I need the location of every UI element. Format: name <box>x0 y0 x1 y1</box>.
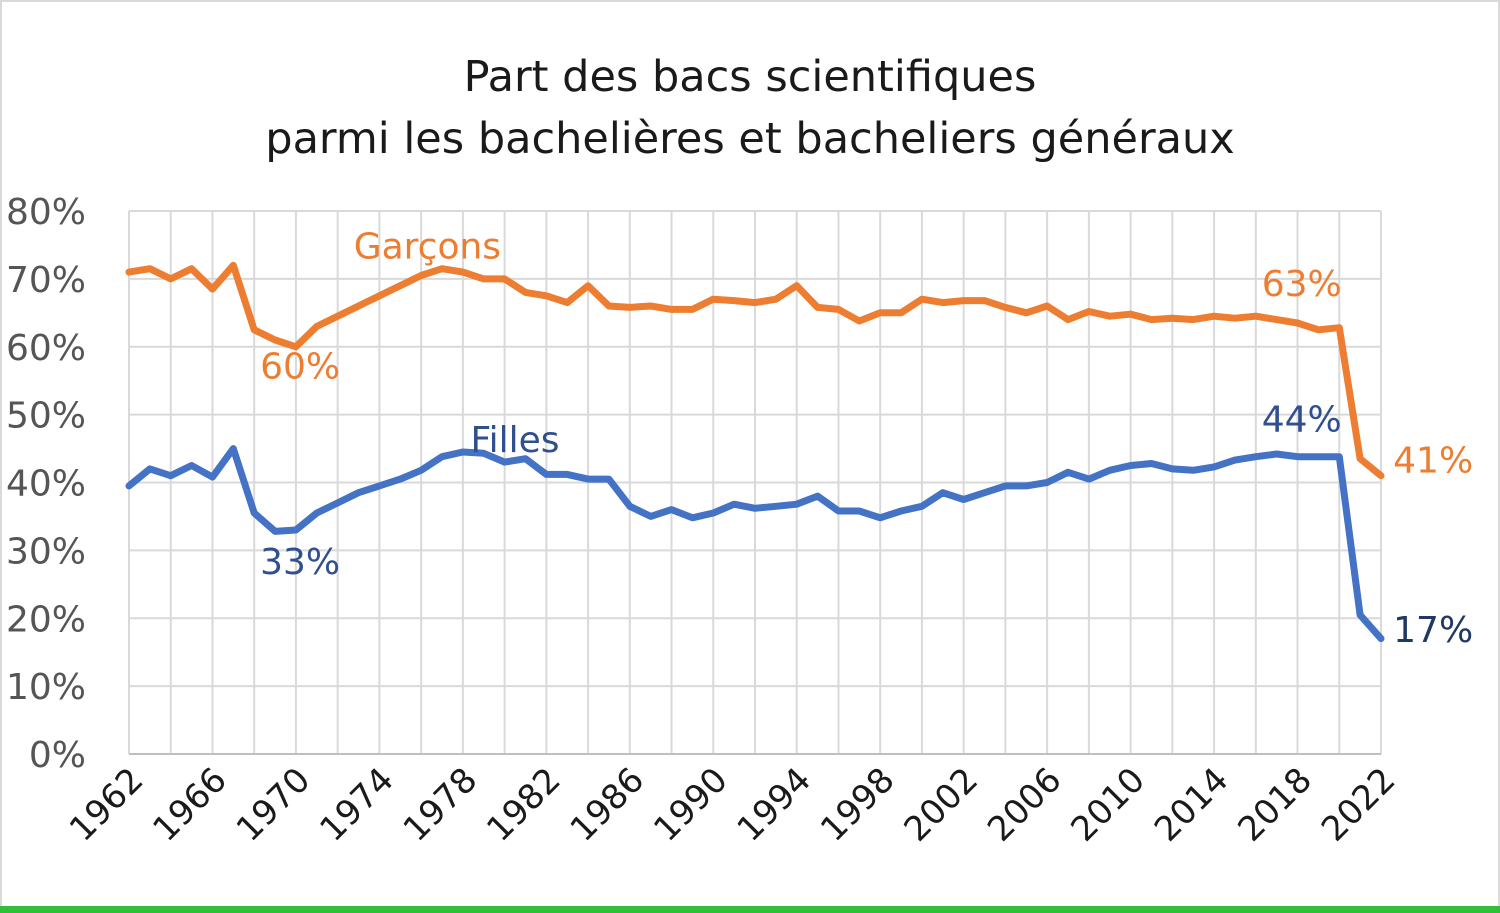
x-tick-label: 2014 <box>1147 760 1236 849</box>
data-label: 44% <box>1262 400 1342 441</box>
y-tick-label: 0% <box>29 735 86 776</box>
x-tick-label: 2002 <box>897 760 986 849</box>
x-tick-label: 2018 <box>1230 760 1319 849</box>
x-tick-label: 1966 <box>145 760 234 849</box>
series-line-filles <box>125 445 1385 643</box>
chart-title-line-2: parmi les bachelières et bacheliers géné… <box>265 114 1235 164</box>
chart-title-line-1: Part des bacs scientifiques <box>463 52 1037 102</box>
data-label: 17% <box>1393 610 1473 651</box>
x-tick-label: 1970 <box>229 760 318 849</box>
x-tick-label: 2022 <box>1314 760 1403 849</box>
x-tick-label: 1974 <box>312 760 401 849</box>
x-tick-label: 1982 <box>479 760 568 849</box>
data-label: 63% <box>1262 264 1342 305</box>
y-tick-label: 80% <box>6 192 86 233</box>
x-tick-label: 1994 <box>730 760 819 849</box>
x-tick-label: 1978 <box>396 760 485 849</box>
y-tick-label: 10% <box>6 667 86 708</box>
y-tick-label: 50% <box>6 396 86 437</box>
series-line-garcons <box>125 261 1385 480</box>
y-tick-label: 30% <box>6 531 86 572</box>
data-label: Garçons <box>354 227 501 268</box>
y-tick-label: 70% <box>6 260 86 301</box>
y-tick-label: 40% <box>6 464 86 505</box>
x-tick-label: 1986 <box>563 760 652 849</box>
x-tick-label: 1990 <box>646 760 735 849</box>
data-label: Filles <box>471 420 560 461</box>
data-label: 41% <box>1393 440 1473 481</box>
x-tick-label: 2010 <box>1063 760 1152 849</box>
y-tick-label: 60% <box>6 328 86 369</box>
data-label: 60% <box>260 347 340 388</box>
data-label: 33% <box>260 542 340 583</box>
x-tick-label: 1998 <box>813 760 902 849</box>
bottom-accent-bar <box>0 906 1500 913</box>
y-tick-label: 20% <box>6 599 86 640</box>
x-tick-label: 2006 <box>980 760 1069 849</box>
